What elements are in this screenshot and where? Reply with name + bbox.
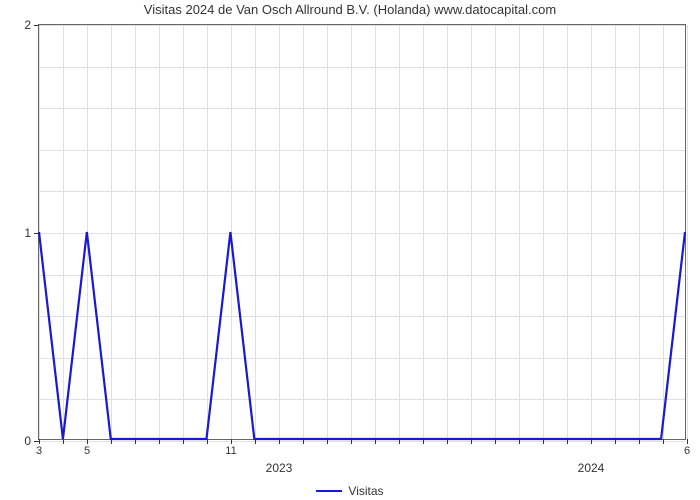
y-tick-label: 1 bbox=[24, 226, 31, 240]
x-axis-year-label: 2023 bbox=[266, 461, 293, 475]
x-tick-label: 11 bbox=[225, 445, 236, 457]
x-tick-mark bbox=[87, 439, 88, 444]
x-tick-mark bbox=[663, 439, 664, 444]
x-tick-mark bbox=[231, 439, 232, 444]
x-tick-mark bbox=[63, 439, 64, 444]
legend: Visitas bbox=[0, 484, 700, 498]
x-tick-mark bbox=[687, 439, 688, 444]
x-axis-year-label: 2024 bbox=[578, 461, 605, 475]
x-tick-label: 6 bbox=[684, 445, 690, 457]
series-line bbox=[39, 25, 685, 439]
legend-label: Visitas bbox=[348, 484, 383, 498]
x-tick-label: 3 bbox=[36, 445, 42, 457]
plot-area: 0123511620232024 bbox=[38, 24, 686, 440]
y-tick-label: 0 bbox=[24, 434, 31, 448]
legend-swatch bbox=[316, 490, 342, 492]
gridline-vertical bbox=[687, 25, 688, 439]
x-tick-label: 5 bbox=[84, 445, 90, 457]
y-tick-label: 2 bbox=[24, 18, 31, 32]
x-tick-mark bbox=[39, 439, 40, 444]
chart-title: Visitas 2024 de Van Osch Allround B.V. (… bbox=[0, 2, 700, 17]
